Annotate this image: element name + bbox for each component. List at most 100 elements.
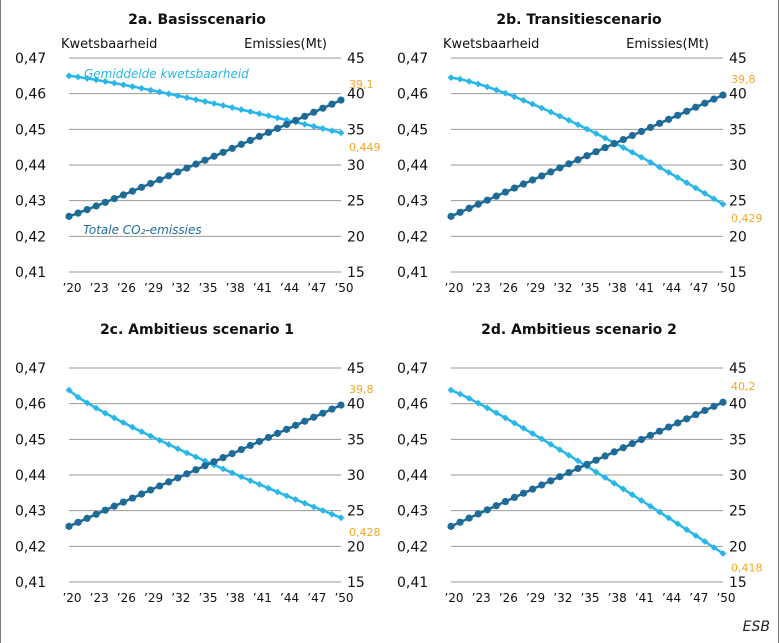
emissions-point: [264, 433, 273, 442]
vulnerability-point: [237, 106, 245, 113]
vulnerability-point: [656, 508, 663, 516]
x-tick-label: ’50: [334, 281, 353, 295]
chart-title: 2d. Ambitieus scenario 2: [481, 322, 677, 338]
vulnerability-point: [138, 84, 145, 92]
vulnerability-point: [120, 81, 127, 89]
emissions-point: [701, 99, 709, 107]
vulnerability-point: [256, 110, 263, 118]
vulnerability-point: [138, 428, 145, 436]
emissions-point: [683, 107, 691, 115]
x-tick-label: ’35: [580, 591, 599, 605]
emissions-point: [110, 195, 118, 203]
x-tick-label: ’32: [553, 591, 572, 605]
vulnerability-point: [665, 514, 672, 522]
emissions-point: [719, 91, 727, 99]
right-tick-label: 25: [347, 194, 365, 210]
right-tick-label: 15: [729, 265, 747, 281]
vulnerability-point: [265, 484, 272, 492]
vulnerability-point: [502, 414, 509, 422]
emissions-point: [483, 196, 491, 204]
emissions-point: [255, 437, 263, 446]
right-tick-label: 35: [729, 122, 747, 138]
emissions-point: [719, 398, 727, 406]
x-tick-label: ’29: [526, 591, 545, 605]
emissions-point: [74, 209, 82, 217]
left-axis-label: Kwetsbaarheid: [443, 37, 539, 52]
right-tick-label: 30: [729, 468, 747, 484]
vulnerability-point: [674, 520, 682, 528]
vulnerability-point: [92, 76, 100, 84]
vulnerability-point: [538, 104, 546, 112]
vulnerability-point: [192, 96, 200, 103]
vulnerability-point: [574, 121, 582, 129]
emissions-point: [492, 192, 500, 200]
emissions-point: [228, 450, 236, 458]
emissions-point: [219, 454, 227, 462]
emissions-point: [328, 405, 336, 413]
right-tick-label: 40: [729, 397, 747, 413]
x-tick-label: ’35: [580, 281, 599, 295]
emissions-point: [283, 425, 291, 433]
vulnerability-point: [647, 502, 654, 510]
emissions-point: [119, 498, 127, 506]
vulnerability-point: [447, 74, 455, 82]
left-tick-label: 0,47: [15, 51, 46, 67]
vulnerability-point: [319, 507, 327, 514]
left-tick-label: 0,41: [397, 265, 428, 281]
vulnerability-point: [274, 488, 281, 496]
vulnerability-point: [628, 148, 636, 156]
emissions-point: [264, 128, 273, 137]
emissions-point: [465, 204, 473, 212]
chart-title: 2b. Transitiescenario: [496, 12, 662, 28]
vulnerability-point: [719, 550, 727, 557]
right-tick-label: 35: [347, 432, 365, 448]
vulnerability-end-label: 0,428: [349, 526, 381, 539]
vulnerability-point: [574, 457, 582, 465]
vulnerability-point: [165, 90, 173, 98]
vulnerability-point: [547, 440, 555, 448]
vulnerability-point: [74, 73, 82, 81]
x-tick-label: ’20: [444, 281, 463, 295]
vulnerability-point: [228, 469, 236, 477]
emissions-point: [65, 522, 73, 530]
emissions-point: [701, 406, 709, 415]
right-tick-label: 25: [729, 194, 747, 210]
emissions-point: [556, 473, 564, 481]
emissions-point: [538, 481, 546, 489]
vulnerability-point: [465, 77, 473, 85]
left-tick-label: 0,43: [397, 504, 428, 520]
emissions-point: [74, 518, 82, 526]
vulnerability-point: [147, 86, 154, 94]
vulnerability-point: [665, 168, 672, 176]
emissions-point: [646, 123, 655, 132]
emissions-point: [201, 156, 209, 164]
left-tick-label: 0,44: [397, 158, 428, 174]
emissions-point: [301, 417, 309, 425]
vulnerability-point: [265, 112, 272, 120]
x-tick-label: ’23: [90, 591, 109, 605]
left-tick-label: 0,45: [15, 432, 46, 448]
emissions-point: [337, 401, 345, 409]
emissions-point: [465, 514, 473, 522]
emissions-point: [273, 429, 282, 437]
emissions-point: [501, 497, 509, 506]
vulnerability-point: [129, 423, 136, 431]
emissions-point: [292, 116, 300, 124]
emissions-point: [456, 518, 464, 526]
vulnerability-point: [310, 503, 318, 511]
emissions-point: [101, 198, 109, 206]
left-tick-label: 0,44: [15, 158, 46, 174]
emissions-point: [237, 140, 245, 148]
left-tick-label: 0,46: [15, 87, 46, 103]
vulnerability-point: [246, 477, 254, 484]
vulnerability-point: [474, 399, 482, 407]
x-tick-label: ’50: [334, 591, 353, 605]
x-tick-label: ’20: [62, 281, 81, 295]
emissions-point: [474, 510, 482, 518]
emissions-point: [83, 514, 91, 522]
emissions-point: [337, 96, 345, 104]
x-tick-label: ’26: [117, 281, 136, 295]
emissions-point: [246, 441, 254, 450]
x-tick-label: ’41: [635, 281, 654, 295]
